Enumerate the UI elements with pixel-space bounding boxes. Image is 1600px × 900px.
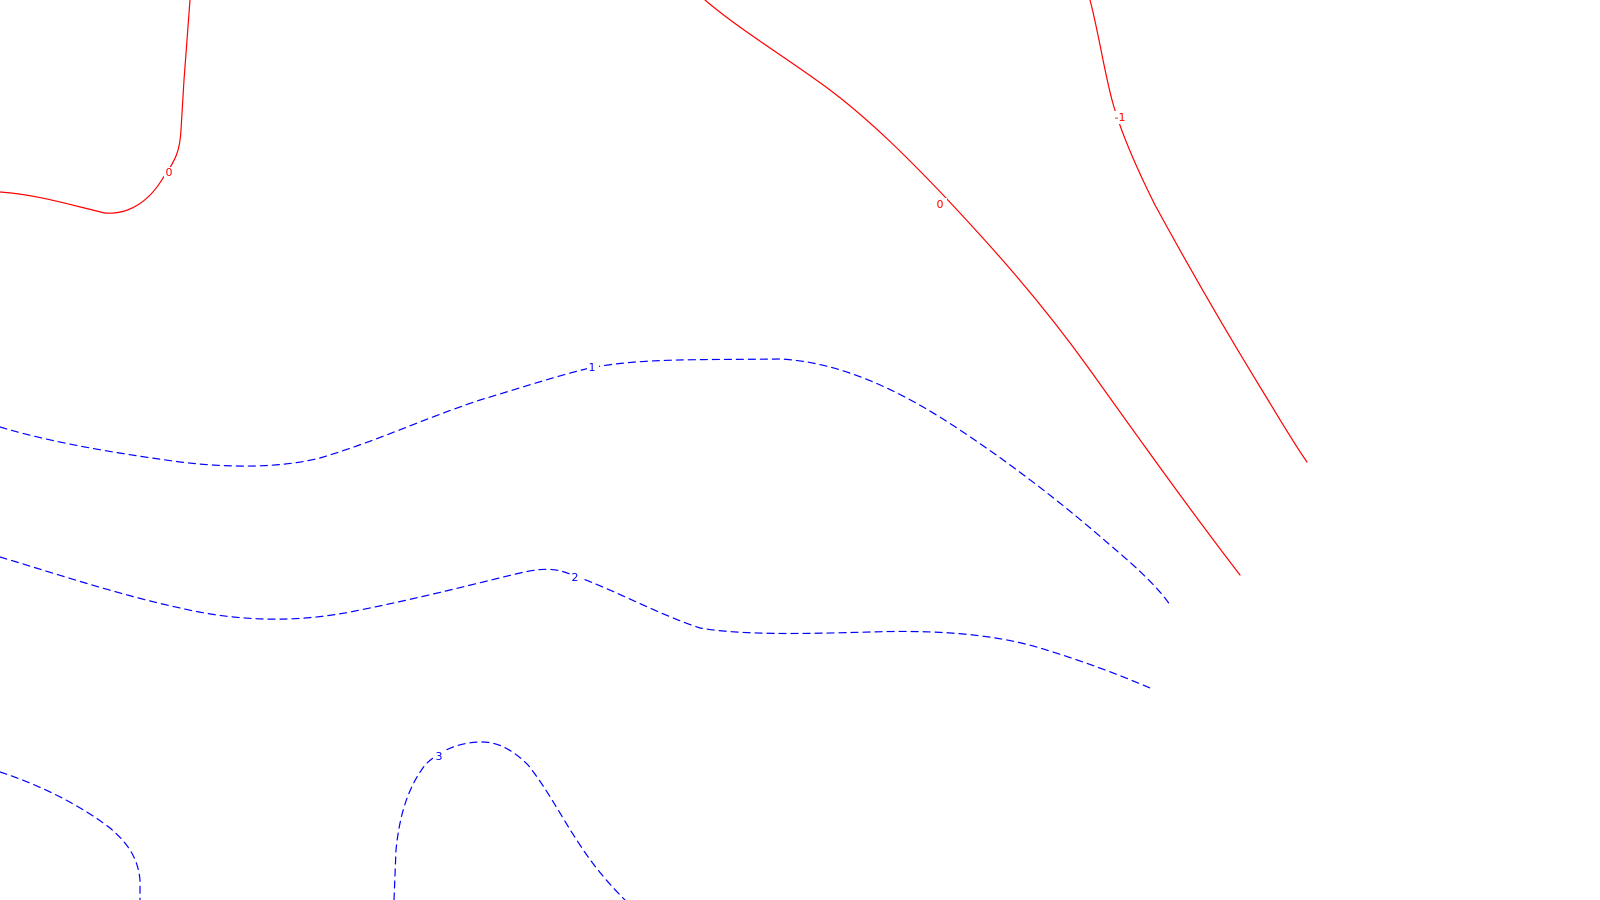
contour-line xyxy=(0,771,141,900)
contour-line xyxy=(0,0,191,214)
contour-line xyxy=(0,358,1171,606)
contour-line xyxy=(393,741,626,900)
contour-label: 1 xyxy=(589,361,596,374)
contour-line xyxy=(704,0,1241,576)
contour-label: 0 xyxy=(937,198,944,211)
label-background xyxy=(1111,111,1129,124)
contour-label: -1 xyxy=(1115,111,1126,124)
label-background xyxy=(587,361,599,374)
contour-label: 3 xyxy=(436,750,443,763)
label-background xyxy=(434,750,446,763)
contour-line xyxy=(1089,0,1308,463)
contour-label: 0 xyxy=(166,166,173,179)
label-background xyxy=(164,167,174,180)
label-background xyxy=(570,571,582,584)
label-background xyxy=(935,198,947,211)
contour-label: 2 xyxy=(572,571,579,584)
